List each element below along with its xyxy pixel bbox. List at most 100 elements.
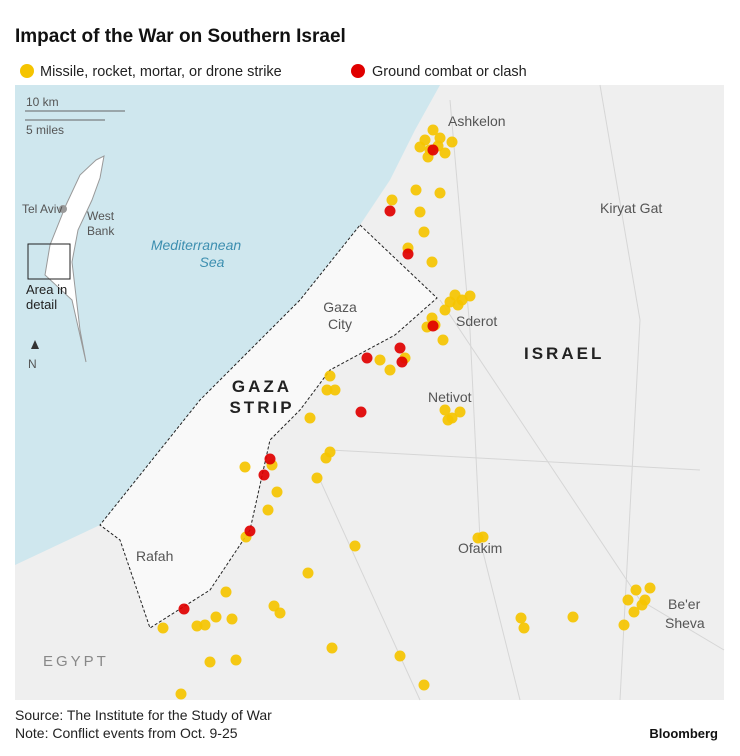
scale-label: 5 miles — [26, 123, 64, 137]
place-label: Sheva — [665, 615, 705, 631]
strike-event — [427, 124, 439, 136]
legend-swatch — [351, 64, 365, 78]
strike-event — [324, 370, 336, 382]
strike-event — [226, 613, 238, 625]
inset-label: detail — [26, 297, 57, 312]
strike-event — [321, 384, 333, 396]
strike-event — [326, 642, 338, 654]
north-arrow — [31, 340, 39, 349]
strike-event — [262, 504, 274, 516]
strike-event — [442, 414, 454, 426]
strike-event — [418, 679, 430, 691]
clash-event — [427, 144, 439, 156]
strike-event — [320, 452, 332, 464]
strike-event — [437, 334, 449, 346]
strike-event — [274, 607, 286, 619]
north-label: N — [28, 357, 37, 371]
clash-event — [355, 406, 367, 418]
strike-event — [639, 594, 651, 606]
strike-event — [439, 404, 451, 416]
clash-event — [396, 356, 408, 368]
roads — [319, 84, 725, 701]
clash-event — [361, 352, 373, 364]
strike-event — [410, 184, 422, 196]
source: Source: The Institute for the Study of W… — [15, 707, 272, 723]
place-label: City — [328, 316, 352, 332]
strike-event — [311, 472, 323, 484]
strike-event — [384, 364, 396, 376]
strike-event — [230, 654, 242, 666]
strike-event — [414, 206, 426, 218]
strike-event — [567, 611, 579, 623]
strike-event — [204, 656, 216, 668]
sea-label: Sea — [200, 254, 225, 270]
strike-event — [622, 594, 634, 606]
strike-event — [349, 540, 361, 552]
clash-event — [178, 603, 190, 615]
strike-event — [426, 256, 438, 268]
strike-event — [271, 486, 283, 498]
clash-event — [264, 453, 276, 465]
clash-event — [384, 205, 396, 217]
events — [157, 124, 656, 700]
inset-box — [27, 243, 71, 280]
strike-event — [191, 620, 203, 632]
strike-event — [220, 586, 232, 598]
inset-label: West — [87, 209, 115, 223]
place-label: Be'er — [668, 596, 701, 612]
place-label: STRIP — [229, 398, 294, 417]
clash-event — [394, 342, 406, 354]
strike-event — [175, 688, 187, 700]
clash-event — [402, 248, 414, 260]
inset-label: Tel Aviv — [22, 202, 62, 216]
strike-event — [210, 611, 222, 623]
sea-label: Mediterranean — [151, 237, 241, 253]
inset-label: Area in — [26, 282, 67, 297]
strike-event — [329, 384, 341, 396]
strike-event — [644, 582, 656, 594]
note: Note: Conflict events from Oct. 9-25 — [15, 725, 238, 741]
clash-event — [258, 469, 270, 481]
place-label: Netivot — [428, 389, 472, 405]
place-label: Ashkelon — [448, 113, 506, 129]
strike-event — [439, 147, 451, 159]
place-label: EGYPT — [43, 653, 109, 670]
strike-event — [472, 532, 484, 544]
place-label: ISRAEL — [524, 344, 604, 363]
inset: 10 km 5 miles Tel Aviv West Bank Area in… — [22, 95, 125, 371]
scale-label: 10 km — [26, 95, 59, 109]
place-label: Rafah — [136, 548, 173, 564]
strike-event — [239, 461, 251, 473]
inset-label: Bank — [87, 224, 115, 238]
strike-event — [414, 141, 426, 153]
strike-event — [434, 187, 446, 199]
place-label: GAZA — [232, 377, 292, 396]
strike-event — [518, 622, 530, 634]
strike-event — [454, 406, 466, 418]
strike-event — [630, 584, 642, 596]
legend-swatch — [20, 64, 34, 78]
place-labels: Mediterranean Sea Ashkelon Kiryat Gat Ga… — [43, 113, 705, 670]
legend-label: Ground combat or clash — [372, 64, 527, 80]
title: Impact of the War on Southern Israel — [15, 26, 346, 47]
strike-event — [199, 619, 211, 631]
brand: Bloomberg — [649, 726, 718, 741]
strike-event — [418, 226, 430, 238]
strike-event — [444, 296, 456, 308]
strike-event — [515, 612, 527, 624]
place-label: Sderot — [456, 313, 497, 329]
place-label: Gaza — [323, 299, 357, 315]
map — [15, 84, 725, 701]
strike-event — [157, 622, 169, 634]
strike-event — [628, 606, 640, 618]
inset-city — [59, 205, 67, 213]
gaza-strip — [99, 224, 438, 629]
strike-event — [302, 567, 314, 579]
strike-event — [386, 194, 398, 206]
strike-event — [374, 354, 386, 366]
clash-event — [427, 320, 439, 332]
strike-event — [464, 290, 476, 302]
strike-event — [394, 650, 406, 662]
place-label: Ofakim — [458, 540, 502, 556]
